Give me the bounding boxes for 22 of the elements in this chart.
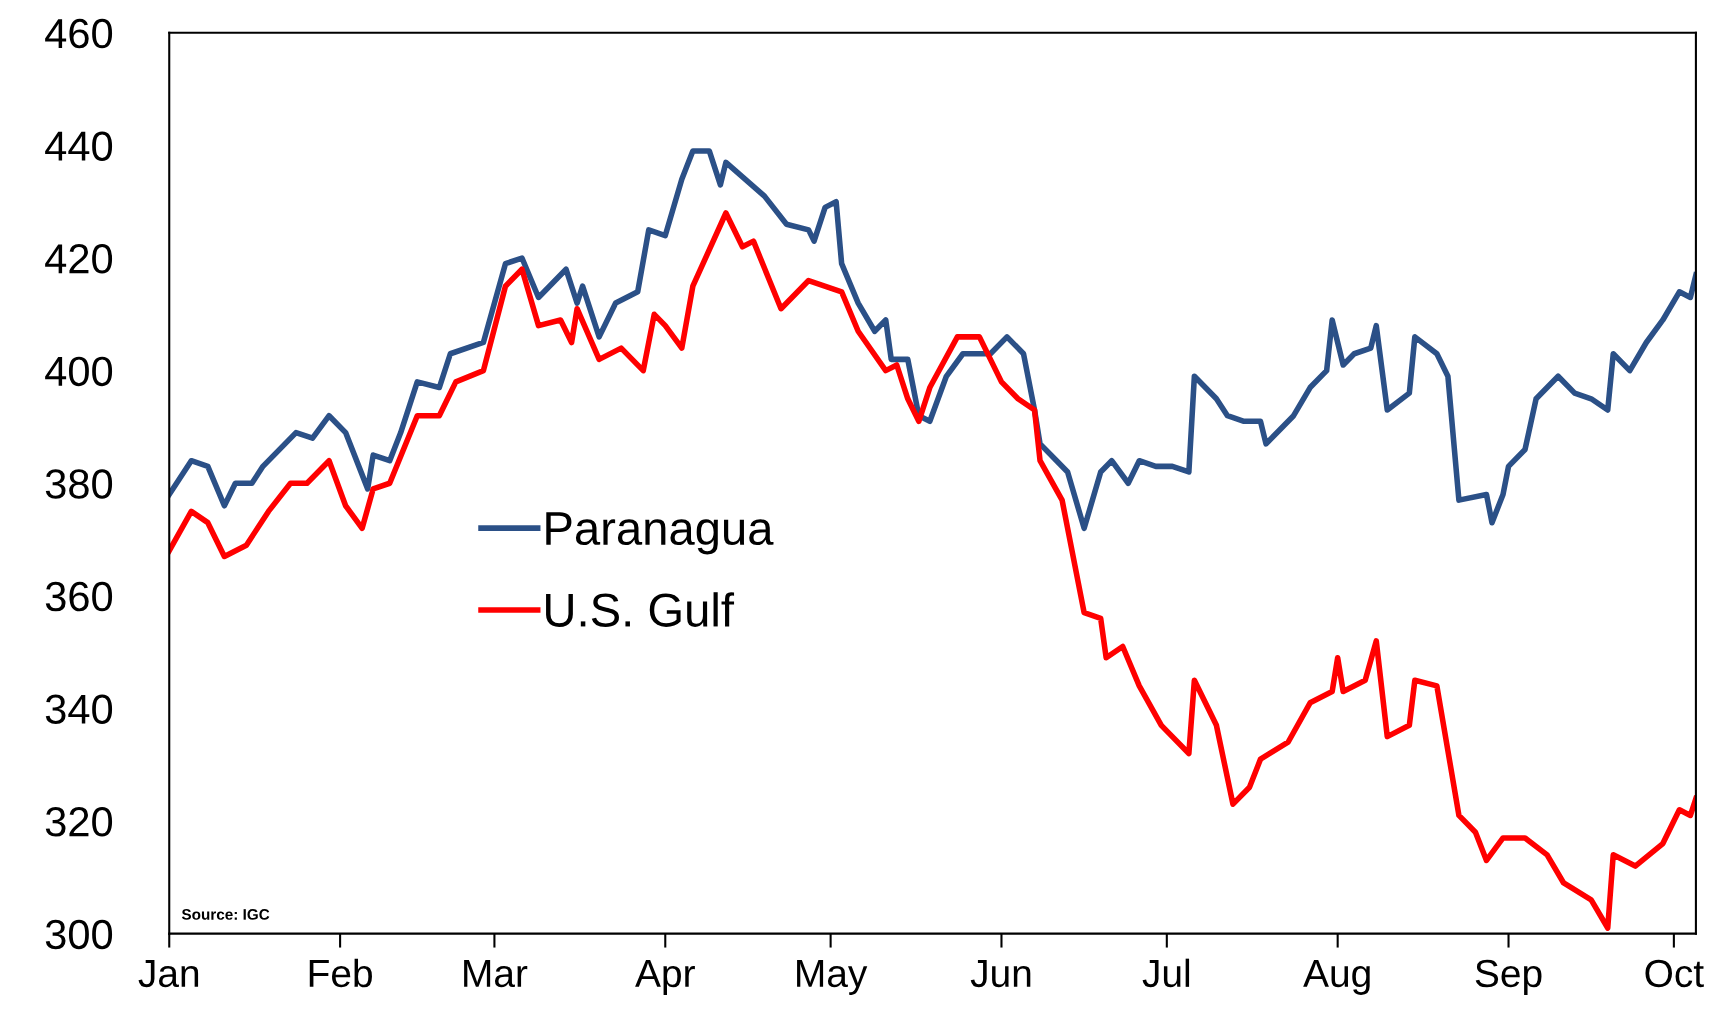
x-tick-label: Jun	[970, 960, 1031, 988]
x-tick-label: May	[797, 960, 868, 995]
y-tick-label: 460	[45, 18, 113, 49]
x-tick-label: Feb	[309, 958, 372, 988]
y-tick-label: 400	[45, 356, 113, 387]
x-tick-label: Jul	[1142, 958, 1190, 988]
x-tick-label: Apr	[635, 960, 695, 995]
x-tick-label: Aug	[1303, 960, 1370, 995]
y-tick-label: 360	[45, 581, 113, 612]
legend-label: Paranagua	[546, 512, 774, 555]
x-tick-label: Oct	[1645, 959, 1704, 988]
x-tick-label: Mar	[464, 960, 528, 988]
legend-label: U.S. Gulf	[546, 592, 735, 627]
annotation: Source: IGC	[181, 909, 270, 920]
x-tick-label: Sep	[1475, 959, 1542, 995]
x-tick-label: Jan	[138, 960, 199, 988]
y-tick-label: 300	[45, 919, 113, 950]
y-tick-label: 340	[45, 694, 113, 724]
y-tick-label: 440	[45, 131, 113, 161]
y-tick-label: 420	[45, 244, 113, 274]
y-tick-label: 380	[45, 469, 113, 499]
y-tick-label: 320	[45, 807, 113, 837]
